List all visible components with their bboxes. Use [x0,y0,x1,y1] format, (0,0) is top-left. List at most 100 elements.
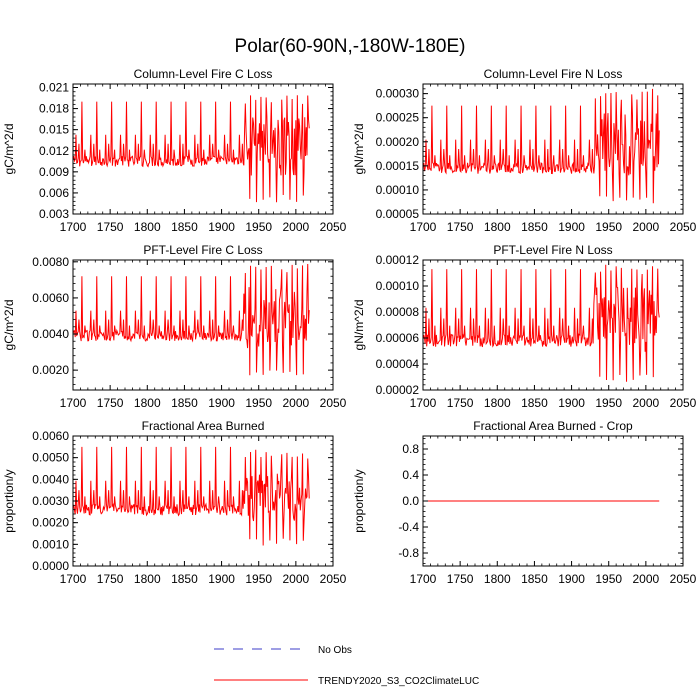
y-tick-label: 0.0040 [32,472,69,486]
plot-frame [422,83,684,215]
plot-frame [72,259,334,391]
y-tick-label: 0.0040 [32,327,69,341]
y-tick-label: 0.0060 [32,291,69,305]
y-tick-label: 0.0020 [32,363,69,377]
y-tick-label: 0.0000 [32,559,69,573]
x-tick-label: 1750 [447,396,474,410]
legend: No Obs TRENDY2020_S3_CO2ClimateLUC [214,645,479,687]
x-tick-label: 1800 [484,220,511,234]
x-tick-label: 1950 [245,396,272,410]
y-tick-label: 0.0020 [32,516,69,530]
x-tick-label: 1700 [410,572,437,586]
figure-title: Polar(60-90N,-180W-180E) [235,36,466,57]
panel-title: Column-Level Fire C Loss [134,67,273,81]
x-tick-label: 1800 [484,572,511,586]
x-tick-label: 1900 [558,572,585,586]
x-tick-label: 2000 [283,220,310,234]
legend-obs-label: No Obs [318,645,352,656]
x-tick-label: 1750 [447,220,474,234]
panel-title: Fractional Area Burned [142,419,265,433]
y-tick-label: 0.018 [39,102,69,116]
y-tick-label: 0.0010 [32,537,69,551]
x-tick-label: 1750 [97,572,124,586]
panel: PFT-Level Fire C Loss gC/m^2/d 1700 1750 180… [2,243,347,410]
panel-title: Fractional Area Burned - Crop [473,419,633,433]
y-tick-label: 0.00012 [376,253,420,267]
y-tick-label: 0.015 [39,123,69,137]
x-tick-label: 1900 [208,572,235,586]
x-tick-label: 1950 [595,572,622,586]
x-tick-label: 1700 [60,220,87,234]
y-tick-label: 0.0080 [32,255,69,269]
y-tick-label: 0.012 [39,144,69,158]
y-tick-label: 0.00020 [376,135,420,149]
x-tick-label: 1700 [60,396,87,410]
y-axis-label: proportion/y [352,469,366,532]
y-tick-label: 0.0060 [32,429,69,443]
y-tick-label: 0.00010 [376,183,420,197]
y-tick-label: 0.00025 [376,111,420,125]
x-tick-label: 2000 [283,572,310,586]
x-tick-label: 1700 [410,220,437,234]
x-tick-label: 2000 [633,220,660,234]
x-tick-label: 2000 [283,396,310,410]
y-tick-label: 0.00005 [376,207,420,221]
y-axis-label: gN/m^2/d [352,300,366,351]
x-tick-label: 1800 [134,220,161,234]
plot-frame [422,259,684,391]
x-tick-label: 1800 [134,396,161,410]
x-tick-label: 1800 [134,572,161,586]
x-tick-label: 1900 [558,220,585,234]
x-tick-label: 1850 [171,572,198,586]
y-tick-label: 0.00030 [376,87,420,101]
y-tick-label: 0.003 [39,207,69,221]
y-tick-label: 0.0 [402,494,419,508]
x-tick-label: 1900 [208,396,235,410]
y-tick-label: 0.4 [402,468,419,482]
y-tick-label: -0.4 [398,520,419,534]
y-tick-label: 0.00004 [376,357,420,371]
panel: Column-Level Fire N Loss gN/m^2/d 1700 1750… [352,67,697,234]
y-tick-label: 0.006 [39,186,69,200]
x-tick-label: 1900 [208,220,235,234]
x-tick-label: 2050 [320,220,347,234]
y-tick-label: 0.00015 [376,159,420,173]
panel-title: PFT-Level Fire N Loss [493,243,612,257]
x-tick-label: 2050 [670,220,697,234]
series-line-model [73,263,310,376]
panel: Column-Level Fire C Loss gC/m^2/d 1700 1750… [2,67,347,234]
y-tick-label: 0.00002 [376,383,420,397]
x-tick-label: 1850 [171,396,198,410]
y-tick-label: 0.0030 [32,494,69,508]
x-tick-label: 1700 [410,396,437,410]
x-tick-label: 1950 [595,220,622,234]
x-tick-label: 2050 [670,396,697,410]
x-tick-label: 1750 [97,220,124,234]
series-line-model [73,95,310,203]
panel: PFT-Level Fire N Loss gN/m^2/d 1700 1750 180… [352,243,697,410]
x-tick-label: 2050 [670,572,697,586]
x-tick-label: 1950 [245,572,272,586]
y-tick-label: -0.8 [398,546,419,560]
panel-title: Column-Level Fire N Loss [484,67,623,81]
panel-title: PFT-Level Fire C Loss [143,243,262,257]
x-tick-label: 1750 [97,396,124,410]
x-tick-label: 2000 [633,572,660,586]
y-tick-label: 0.00006 [376,331,420,345]
panel: Fractional Area Burned proportion/y 1700 17… [2,419,347,586]
y-axis-label: proportion/y [2,469,16,532]
x-tick-label: 1900 [558,396,585,410]
y-tick-label: 0.009 [39,165,69,179]
x-tick-label: 1800 [484,396,511,410]
x-tick-label: 1850 [521,396,548,410]
plot-frame [72,83,334,215]
series-line-model [423,88,660,204]
x-tick-label: 1700 [60,572,87,586]
y-tick-label: 0.8 [402,442,419,456]
legend-model-label: TRENDY2020_S3_CO2ClimateLUC [318,676,479,687]
x-tick-label: 1850 [521,572,548,586]
x-tick-label: 1850 [521,220,548,234]
series-line-model [423,264,660,382]
x-tick-label: 2050 [320,396,347,410]
